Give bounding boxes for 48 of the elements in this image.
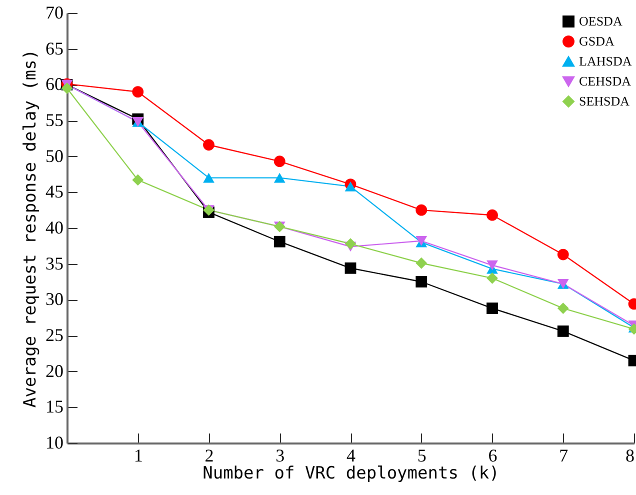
legend-label: CEHSDA — [579, 74, 632, 88]
y-tick-label: 25 — [46, 325, 64, 345]
legend-label: GSDA — [579, 34, 616, 48]
point — [274, 156, 286, 168]
point — [486, 272, 498, 284]
point — [557, 248, 569, 260]
x-tick-label: 4 — [346, 446, 356, 466]
y-tick-label: 55 — [46, 110, 64, 130]
point — [203, 139, 214, 151]
y-tick-label: 10 — [46, 432, 64, 452]
point — [344, 181, 356, 192]
y-tick-label: 35 — [46, 253, 64, 274]
y-tick-label: 50 — [46, 146, 64, 166]
y-tick-label: 40 — [46, 218, 64, 238]
x-tick-label: 8 — [626, 446, 634, 466]
point — [344, 238, 356, 250]
point — [486, 209, 498, 221]
point — [486, 260, 498, 270]
x-tick-label: 5 — [417, 446, 426, 466]
y-tick-label: 20 — [46, 360, 64, 381]
point — [557, 326, 569, 337]
legend-label: LAHSDA — [579, 54, 632, 68]
y-tick-label: 15 — [46, 396, 64, 417]
point — [132, 86, 144, 98]
x-tick-label: 7 — [559, 446, 568, 466]
y-tick-label: 45 — [46, 182, 64, 202]
point — [344, 262, 356, 274]
x-tick-label: 6 — [488, 446, 498, 466]
point — [132, 174, 144, 186]
point — [416, 257, 428, 269]
x-axis-title: Number of VRC deployments (k) — [202, 464, 500, 484]
point — [416, 276, 428, 288]
y-tick-label: 65 — [46, 38, 64, 58]
x-tick-label: 2 — [204, 446, 214, 466]
x-tick-label: 3 — [276, 446, 285, 466]
point — [61, 82, 73, 94]
legend-label: SEHSDA — [579, 94, 630, 108]
point — [274, 172, 286, 183]
x-tick-label: 1 — [134, 446, 143, 466]
point — [274, 236, 286, 248]
point — [416, 204, 428, 216]
point — [557, 302, 569, 314]
y-axis-title: Average request response delay (ms) — [20, 49, 40, 408]
y-tick-label: 70 — [46, 2, 64, 22]
legend-label: OESDA — [579, 14, 623, 28]
point — [486, 302, 498, 314]
y-tick-label: 30 — [46, 289, 64, 310]
point — [203, 172, 214, 183]
